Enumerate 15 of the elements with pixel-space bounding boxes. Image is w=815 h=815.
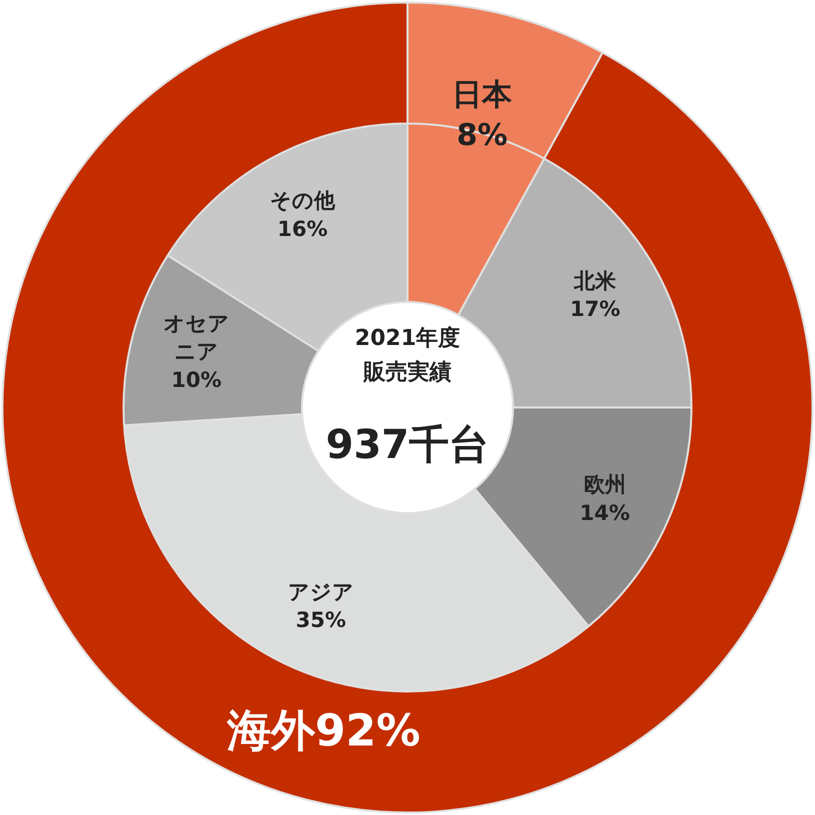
data-label: 35%: [296, 608, 346, 632]
slice-label: アジア: [288, 580, 354, 604]
slice-label: 日本: [452, 77, 514, 112]
data-label: 17%: [570, 297, 620, 322]
data-label: 14%: [580, 500, 630, 525]
slice-label: 北米: [573, 268, 618, 293]
data-label: 16%: [277, 217, 328, 242]
slice-label: オセアニア: [163, 311, 230, 364]
slice-label: 欧州: [584, 472, 626, 497]
slice-label: 海外92%: [226, 705, 420, 756]
text: 販売実績: [362, 359, 452, 386]
data-label: 10%: [171, 368, 222, 392]
slice-label: その他: [270, 188, 336, 213]
text: 2021年度: [354, 325, 460, 352]
text: 937千台: [326, 422, 490, 468]
